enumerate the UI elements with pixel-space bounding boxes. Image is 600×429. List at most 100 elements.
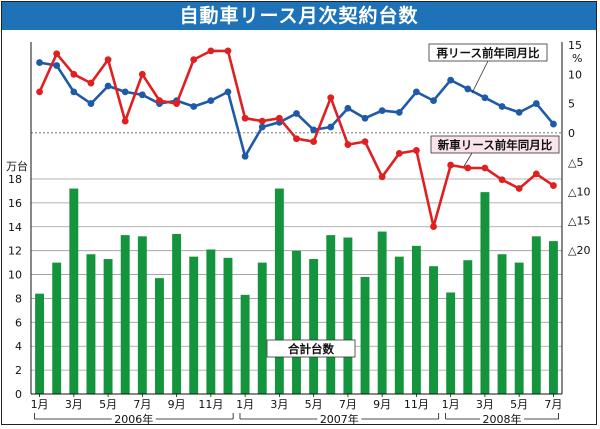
x-tick-label: 1月	[31, 398, 49, 411]
bar	[394, 256, 404, 394]
bar	[274, 188, 284, 394]
right-tick-label: △10	[568, 185, 590, 198]
data-point	[532, 100, 540, 107]
left-tick-label: 4	[15, 340, 22, 353]
x-tick-label: 5月	[99, 398, 117, 411]
bar	[377, 231, 387, 394]
x-tick-label: 5月	[510, 398, 528, 411]
data-point	[310, 138, 318, 146]
data-point	[395, 108, 403, 116]
data-point	[258, 117, 266, 125]
bar	[103, 259, 113, 394]
data-point	[121, 88, 129, 96]
annotation-leader	[471, 60, 489, 94]
data-point	[258, 123, 266, 131]
left-tick-label: 6	[15, 316, 22, 329]
data-point	[293, 110, 300, 117]
right-tick-label: △5	[568, 156, 583, 169]
data-point	[87, 79, 95, 87]
data-point	[190, 103, 198, 110]
bar	[155, 278, 164, 394]
data-point	[550, 182, 557, 189]
bar	[514, 262, 524, 394]
left-tick-label: 18	[8, 173, 22, 186]
bar	[463, 260, 473, 394]
data-point	[413, 88, 420, 96]
bar	[497, 254, 507, 394]
x-tick-label: 7月	[544, 398, 562, 411]
bar	[206, 249, 216, 394]
data-point	[481, 164, 489, 172]
bar	[429, 266, 438, 394]
year-label: 2008年	[483, 412, 522, 424]
data-point	[327, 94, 335, 102]
data-point	[430, 223, 437, 230]
data-point	[241, 114, 249, 122]
data-point	[138, 70, 146, 78]
data-point	[207, 47, 215, 55]
data-point	[515, 108, 523, 116]
data-point	[413, 147, 420, 154]
x-tick-label: 7月	[133, 398, 151, 411]
bar	[120, 235, 130, 394]
bar	[69, 188, 79, 394]
bar	[411, 245, 421, 394]
year-label: 2006年	[114, 412, 153, 424]
data-point	[207, 97, 215, 105]
annotation-box	[430, 135, 560, 154]
x-tick-label: 3月	[476, 398, 494, 411]
data-point	[138, 91, 146, 99]
data-point	[378, 173, 386, 181]
left-tick-label: 0	[15, 388, 22, 401]
bar	[343, 237, 353, 394]
right-tick-label: 5	[568, 98, 575, 111]
bar	[446, 292, 456, 394]
data-point	[481, 94, 489, 102]
data-point	[36, 88, 43, 96]
bar	[137, 236, 147, 394]
x-tick-label: 9月	[168, 398, 186, 411]
data-point	[515, 185, 523, 192]
data-point	[327, 123, 335, 131]
data-point	[447, 76, 455, 84]
data-point	[430, 97, 437, 105]
x-tick-label: 7月	[339, 398, 357, 411]
right-tick-label: 10	[568, 68, 582, 81]
data-point	[190, 56, 198, 64]
data-point	[447, 161, 455, 169]
right-tick-label: 15	[568, 39, 582, 52]
data-point	[395, 149, 403, 157]
bar	[52, 262, 62, 394]
data-point	[464, 85, 472, 93]
data-point	[70, 70, 78, 78]
bar	[326, 235, 336, 394]
data-point	[550, 120, 557, 128]
data-point	[361, 138, 369, 146]
left-tick-label: 14	[8, 221, 22, 234]
x-tick-label: 5月	[305, 398, 323, 411]
right-tick-label: △20	[568, 244, 590, 257]
data-point	[498, 103, 506, 110]
x-tick-label: 9月	[373, 398, 391, 411]
x-tick-label: 11月	[404, 398, 429, 411]
data-point	[361, 114, 369, 122]
bar	[240, 294, 250, 394]
x-tick-label: 3月	[270, 398, 288, 411]
x-tick-label: 1月	[236, 398, 254, 411]
bar	[480, 192, 490, 394]
data-point	[498, 176, 506, 184]
data-point	[104, 82, 112, 90]
data-point	[293, 135, 300, 143]
bar	[309, 259, 319, 394]
data-point	[310, 126, 318, 134]
left-axis-unit: 万台	[6, 159, 28, 173]
bar	[189, 256, 199, 394]
data-point	[532, 170, 540, 178]
x-tick-label: 11月	[198, 398, 223, 411]
left-tick-label: 2	[15, 364, 22, 377]
bar	[531, 236, 541, 394]
year-label: 2007年	[320, 412, 359, 424]
data-point	[53, 50, 61, 58]
